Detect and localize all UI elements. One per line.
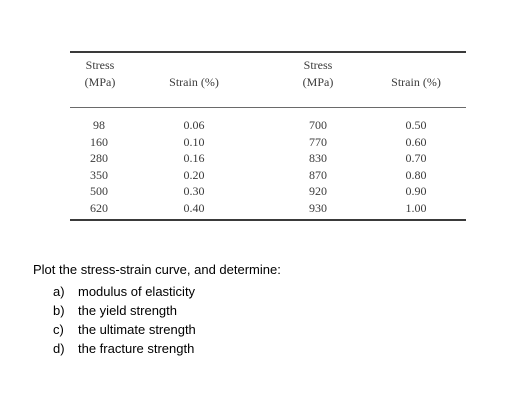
table-cell: 350 (90, 167, 108, 182)
item-letter: d) (53, 341, 65, 356)
column-stress-2: 700 770 830 870 920 930 (300, 117, 336, 216)
question-intro: Plot the stress-strain curve, and determ… (33, 262, 281, 277)
question-list: a) modulus of elasticity b) the yield stre… (33, 282, 281, 358)
table-cell: 830 (309, 151, 327, 165)
table-cell: 0.10 (183, 134, 205, 149)
table-cell: 0.30 (183, 184, 205, 198)
item-letter: c) (53, 322, 64, 337)
table-cell: 98 (93, 118, 105, 132)
table-cell: 0.20 (183, 167, 205, 182)
stress-strain-data-table: Stress (MPa) Strain (%) Stress (MPa) Str… (70, 51, 466, 221)
table-cell: 870 (309, 167, 327, 182)
column-stress-1: 98 160 280 350 500 620 (82, 117, 116, 216)
list-item: d) the fracture strength (53, 339, 281, 358)
table-cell: 0.70 (405, 151, 427, 165)
table-cell: 0.06 (183, 118, 205, 132)
table-cell: 500 (90, 184, 108, 198)
table-cell: 0.60 (405, 134, 427, 149)
header-strain-1: Strain (%) (169, 75, 219, 89)
item-text: modulus of elasticity (78, 284, 196, 299)
table-header-rule (70, 107, 466, 108)
table-cell: 0.90 (405, 184, 427, 198)
table-cell: 930 (309, 200, 327, 215)
item-text: the ultimate strength (78, 322, 196, 337)
item-letter: a) (53, 284, 65, 299)
list-item: c) the ultimate strength (53, 320, 281, 339)
table-top-rule (70, 51, 466, 53)
column-strain-1: 0.06 0.10 0.16 0.20 0.30 0.40 (174, 117, 214, 216)
header-stress-2: Stress (MPa) (302, 58, 334, 89)
table-cell: 0.16 (183, 151, 205, 165)
table-cell: 700 (309, 118, 327, 132)
header-strain-2: Strain (%) (391, 75, 441, 89)
question-block: Plot the stress-strain curve, and determ… (33, 262, 281, 358)
table-cell: 0.50 (405, 118, 427, 132)
table-cell: 0.40 (183, 200, 205, 215)
column-strain-2: 0.50 0.60 0.70 0.80 0.90 1.00 (395, 117, 437, 216)
item-text: the yield strength (78, 303, 178, 318)
table-bottom-rule (70, 219, 466, 221)
header-stress-1: Stress (MPa) (84, 58, 116, 89)
table-cell: 1.00 (405, 200, 427, 215)
list-item: b) the yield strength (53, 301, 281, 320)
item-text: the fracture strength (78, 341, 195, 356)
item-letter: b) (53, 303, 65, 318)
table-cell: 160 (90, 134, 108, 149)
table-cell: 280 (90, 151, 108, 165)
list-item: a) modulus of elasticity (53, 282, 281, 301)
table-cell: 920 (309, 184, 327, 198)
table-cell: 770 (309, 134, 327, 149)
table-cell: 0.80 (405, 167, 427, 182)
table-cell: 620 (90, 200, 108, 215)
